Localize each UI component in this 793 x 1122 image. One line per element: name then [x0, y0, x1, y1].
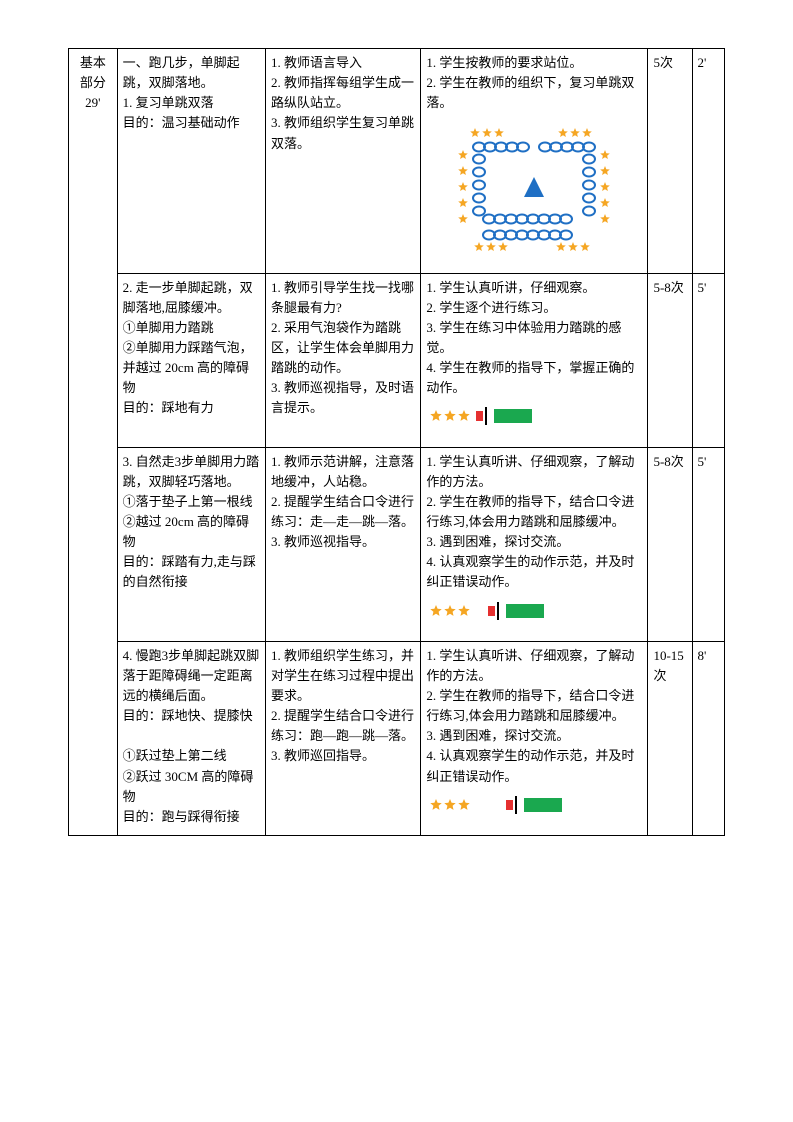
duration-cell: 5' — [692, 273, 725, 447]
duration-cell: 8' — [692, 641, 725, 835]
duration-cell: 2' — [692, 49, 725, 274]
student-activity: 1. 学生认真听讲、仔细观察，了解动作的方法。2. 学生在教师的指导下，结合口令… — [421, 641, 648, 835]
teacher-activity: 1. 教师组织学生练习，并对学生在练习过程中提出要求。2. 提醒学生结合口令进行… — [266, 641, 421, 835]
times-cell: 5-8次 — [648, 273, 692, 447]
activity-content: 一、跑几步，单脚起跳，双脚落地。1. 复习单跳双落目的：温习基础动作 — [117, 49, 265, 274]
track-diagram — [426, 793, 642, 823]
duration-cell: 5' — [692, 447, 725, 641]
student-activity: 1. 学生按教师的要求站位。2. 学生在教师的组织下，复习单跳双落。 — [421, 49, 648, 274]
formation-diagram — [426, 119, 642, 260]
activity-content: 2. 走一步单脚起跳，双脚落地,屈膝缓冲。①单脚用力踏跳②单脚用力踩踏气泡，并越… — [117, 273, 265, 447]
teacher-activity: 1. 教师引导学生找一找哪条腿最有力?2. 采用气泡袋作为踏跳区，让学生体会单脚… — [266, 273, 421, 447]
track-diagram — [426, 404, 642, 434]
lesson-plan-table: 基本部分29'一、跑几步，单脚起跳，双脚落地。1. 复习单跳双落目的：温习基础动… — [68, 48, 725, 836]
student-activity: 1. 学生认真听讲，仔细观察。2. 学生逐个进行练习。3. 学生在练习中体验用力… — [421, 273, 648, 447]
student-activity: 1. 学生认真听讲、仔细观察，了解动作的方法。2. 学生在教师的指导下，结合口令… — [421, 447, 648, 641]
times-cell: 5-8次 — [648, 447, 692, 641]
activity-content: 3. 自然走3步单脚用力踏跳，双脚轻巧落地。①落于垫子上第一根线②越过 20cm… — [117, 447, 265, 641]
times-cell: 10-15次 — [648, 641, 692, 835]
section-label-cell: 基本部分29' — [69, 49, 118, 836]
page: 基本部分29'一、跑几步，单脚起跳，双脚落地。1. 复习单跳双落目的：温习基础动… — [0, 0, 793, 876]
track-diagram — [426, 599, 642, 629]
times-cell: 5次 — [648, 49, 692, 274]
teacher-activity: 1. 教师示范讲解，注意落地缓冲，人站稳。2. 提醒学生结合口令进行练习：走—走… — [266, 447, 421, 641]
activity-content: 4. 慢跑3步单脚起跳双脚落于距障碍绳一定距离远的横绳后面。目的：踩地快、提膝快… — [117, 641, 265, 835]
teacher-activity: 1. 教师语言导入2. 教师指挥每组学生成一路纵队站立。3. 教师组织学生复习单… — [266, 49, 421, 274]
